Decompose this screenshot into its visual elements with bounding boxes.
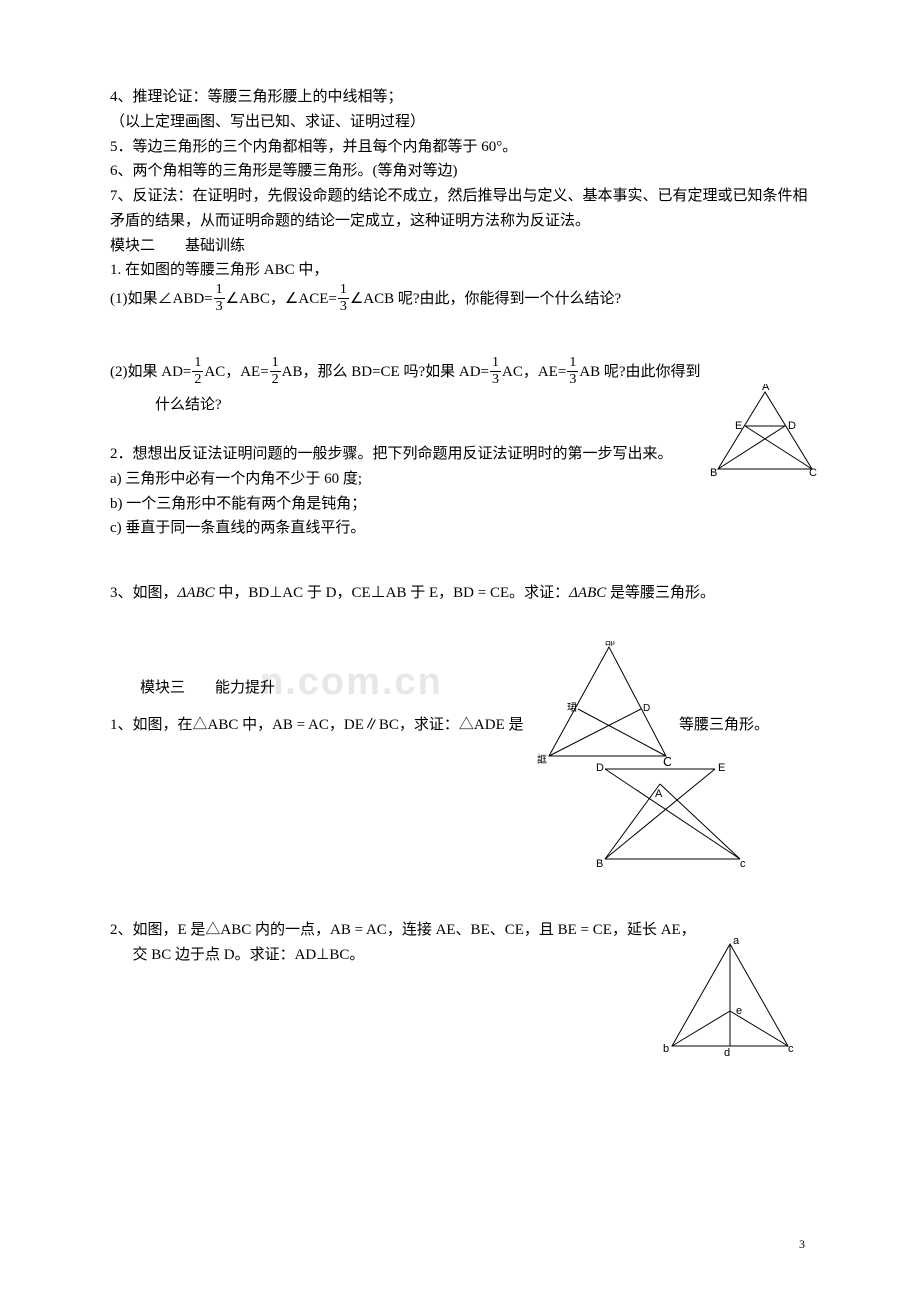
fig3-B: B <box>596 858 603 869</box>
q1-2d: AC，AE= <box>502 364 566 380</box>
q3b: 中，BD⊥AC 于 D，CE⊥AB 于 E，BD = CE。求证： <box>215 585 569 601</box>
q2b: b) 一个三角形中不能有两个角是钝角； <box>110 492 810 517</box>
fig3-E: E <box>718 762 725 774</box>
module-2-title: 模块二 基础训练 <box>110 234 810 259</box>
para-4: 4、推理论证：等腰三角形腰上的中线相等； <box>110 85 810 110</box>
frac-1-3: 13 <box>214 283 225 314</box>
para-5: 5．等边三角形的三个内角都相等，并且每个内角都等于 60°。 <box>110 135 810 160</box>
para-4a: （以上定理画图、写出已知、求证、证明过程） <box>110 110 810 135</box>
fig4-d: d <box>724 1047 730 1056</box>
fig3-A: A <box>655 788 663 800</box>
q1-part1: (1)如果∠ABD=13∠ABC，∠ACE=13∠ACB 呢?由此，你能得到一个… <box>110 283 810 316</box>
q2c: c) 垂直于同一条直线的两条直线平行。 <box>110 516 810 541</box>
page-number: 3 <box>799 1237 805 1252</box>
frac-1-3: 13 <box>338 283 349 314</box>
fig2-A: 郘 <box>605 641 615 648</box>
p2-wrap: 2、如图，E 是△ABC 内的一点，AB = AC，连接 AE、BE、CE，且 … <box>110 918 810 968</box>
fig2-E: 珺 <box>567 702 577 714</box>
q1-2a: (2)如果 AD= <box>110 364 191 380</box>
fig4-c: c <box>788 1043 794 1055</box>
p1b: 等腰三角形。 <box>679 716 769 732</box>
fig4-e: e <box>736 1005 742 1017</box>
p2a: 2、如图，E 是△ABC 内的一点，AB = AC，连接 AE、BE、CE，且 … <box>110 918 810 943</box>
fig1-C: C <box>809 467 817 479</box>
q1-2c: AB，那么 BD=CE 吗?如果 AD= <box>282 364 489 380</box>
para-6: 6、两个角相等的三角形是等腰三角形。(等角对等边) <box>110 159 810 184</box>
frac-1-2: 12 <box>192 356 203 387</box>
figure-3-svg: D E A B c <box>590 759 750 869</box>
p2b: 交 BC 边于点 D。求证：AD⊥BC。 <box>110 943 810 968</box>
frac-1-3: 13 <box>490 356 501 387</box>
delta-abc-1: ΔABC <box>178 585 215 601</box>
q1-part2: (2)如果 AD=12AC，AE=12AB，那么 BD=CE 吗?如果 AD=1… <box>110 356 810 389</box>
p1: 1、如图，在△ABC 中，AB = AC，DE∥BC，求证：△ADE 是 郘 誆… <box>110 701 810 750</box>
figure-2-svg: 郘 誆 C 珺 D <box>531 641 671 771</box>
q1-1b: ∠ABC，∠ACE= <box>226 291 337 307</box>
delta-abc-2: ΔABC <box>569 585 606 601</box>
figure-3-wrap: D E A B c <box>110 759 810 878</box>
q1-1c: ∠ACB 呢?由此，你能得到一个什么结论? <box>350 291 621 307</box>
p1a: 1、如图，在△ABC 中，AB = AC，DE∥BC，求证：△ADE 是 <box>110 716 523 732</box>
fig2-B: 誆 <box>537 753 547 766</box>
fig3-c: c <box>740 858 746 869</box>
para-7: 7、反证法：在证明时，先假设命题的结论不成立，然后推导出与定义、基本事实、已有定… <box>110 184 810 234</box>
q1-stem: 1. 在如图的等腰三角形 ABC 中， <box>110 258 810 283</box>
page-content: 4、推理论证：等腰三角形腰上的中线相等； （以上定理画图、写出已知、求证、证明过… <box>0 0 920 1008</box>
figure-2-inline: 郘 誆 C 珺 D <box>527 701 675 750</box>
q3a: 3、如图， <box>110 585 178 601</box>
q3c: 是等腰三角形。 <box>606 585 715 601</box>
module-3-title: 模块三 能力提升 <box>110 676 810 701</box>
module3-wrap: 模块三 能力提升 1、如图，在△ABC 中，AB = AC，DE∥BC，求证：△… <box>110 676 810 878</box>
q1-1a: (1)如果∠ABD= <box>110 291 213 307</box>
fig4-b: b <box>663 1043 669 1055</box>
q1-part2-wrap: (2)如果 AD=12AC，AE=12AB，那么 BD=CE 吗?如果 AD=1… <box>110 356 810 422</box>
q3: 3、如图，ΔABC 中，BD⊥AC 于 D，CE⊥AB 于 E，BD = CE。… <box>110 581 810 606</box>
q1-2b: AC，AE= <box>204 364 268 380</box>
q1-2e: AB 呢?由此你得到 <box>579 364 700 380</box>
fig3-D: D <box>596 762 604 774</box>
fig2-D: D <box>643 703 650 714</box>
q1-2f: 什么结论? <box>110 389 810 422</box>
q2a: a) 三角形中必有一个内角不少于 60 度; <box>110 467 810 492</box>
frac-1-3: 13 <box>567 356 578 387</box>
frac-1-2: 12 <box>270 356 281 387</box>
q2-stem: 2．想想出反证法证明问题的一般步骤。把下列命题用反证法证明时的第一步写出来。 <box>110 442 810 467</box>
